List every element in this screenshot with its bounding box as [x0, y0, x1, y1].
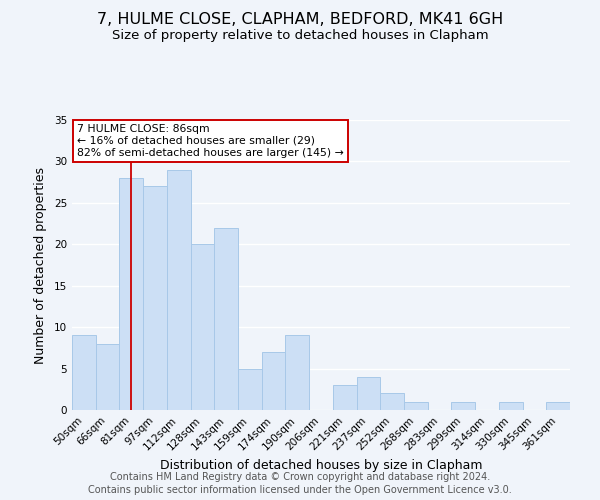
Bar — [286, 336, 309, 410]
Text: 7 HULME CLOSE: 86sqm
← 16% of detached houses are smaller (29)
82% of semi-detac: 7 HULME CLOSE: 86sqm ← 16% of detached h… — [77, 124, 344, 158]
Bar — [119, 178, 143, 410]
Bar — [191, 244, 214, 410]
Bar — [72, 336, 96, 410]
Bar — [499, 402, 523, 410]
Bar — [238, 368, 262, 410]
Bar — [451, 402, 475, 410]
Text: Size of property relative to detached houses in Clapham: Size of property relative to detached ho… — [112, 29, 488, 42]
Bar — [167, 170, 191, 410]
Bar — [96, 344, 119, 410]
Bar — [262, 352, 286, 410]
Text: Contains public sector information licensed under the Open Government Licence v3: Contains public sector information licen… — [88, 485, 512, 495]
Bar — [356, 377, 380, 410]
Y-axis label: Number of detached properties: Number of detached properties — [34, 166, 47, 364]
Text: Contains HM Land Registry data © Crown copyright and database right 2024.: Contains HM Land Registry data © Crown c… — [110, 472, 490, 482]
Bar — [404, 402, 428, 410]
Bar — [214, 228, 238, 410]
Bar — [143, 186, 167, 410]
Bar — [546, 402, 570, 410]
X-axis label: Distribution of detached houses by size in Clapham: Distribution of detached houses by size … — [160, 458, 482, 471]
Bar — [333, 385, 356, 410]
Bar — [380, 394, 404, 410]
Text: 7, HULME CLOSE, CLAPHAM, BEDFORD, MK41 6GH: 7, HULME CLOSE, CLAPHAM, BEDFORD, MK41 6… — [97, 12, 503, 28]
